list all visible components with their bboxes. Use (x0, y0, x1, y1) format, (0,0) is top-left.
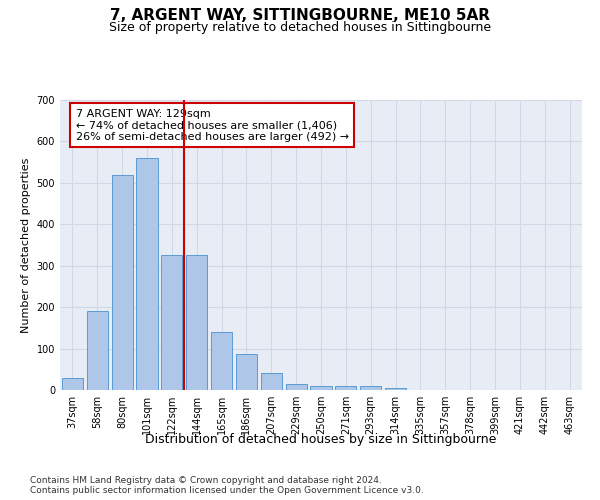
Bar (261, 374, 282, 390)
Bar (360, 386, 381, 390)
Text: Contains HM Land Registry data © Crown copyright and database right 2024.
Contai: Contains HM Land Registry data © Crown c… (30, 476, 424, 495)
Bar (211, 332, 232, 390)
Bar (161, 256, 182, 390)
Bar (335, 386, 356, 390)
Y-axis label: Number of detached properties: Number of detached properties (21, 158, 31, 332)
Bar (62, 378, 83, 390)
Bar (186, 256, 207, 390)
Text: 7, ARGENT WAY, SITTINGBOURNE, ME10 5AR: 7, ARGENT WAY, SITTINGBOURNE, ME10 5AR (110, 8, 490, 22)
Bar (286, 384, 307, 390)
Bar (236, 354, 257, 390)
Bar (310, 386, 332, 390)
Text: Distribution of detached houses by size in Sittingbourne: Distribution of detached houses by size … (145, 432, 497, 446)
Text: 7 ARGENT WAY: 129sqm
← 74% of detached houses are smaller (1,406)
26% of semi-de: 7 ARGENT WAY: 129sqm ← 74% of detached h… (76, 108, 349, 142)
Bar (112, 174, 133, 390)
Text: Size of property relative to detached houses in Sittingbourne: Size of property relative to detached ho… (109, 21, 491, 34)
Bar (136, 158, 158, 390)
Bar (87, 312, 108, 390)
Bar (385, 388, 406, 390)
